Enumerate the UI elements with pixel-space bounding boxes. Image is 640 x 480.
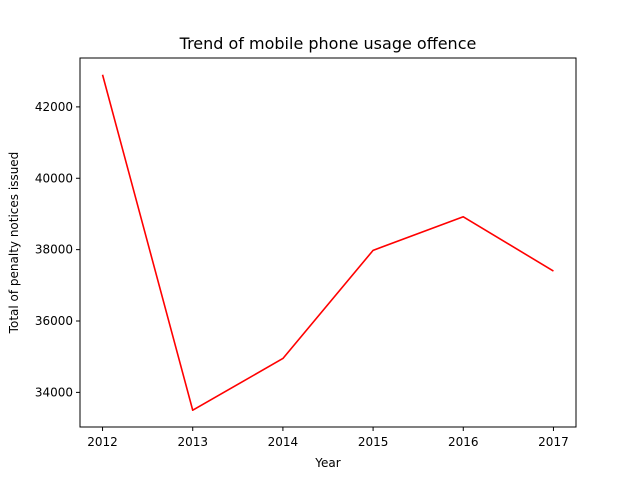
y-tick-label: 36000 — [35, 314, 73, 328]
x-axis-ticks: 2012 2013 2014 2015 2016 2017 — [87, 427, 569, 449]
plot-area-frame — [79, 57, 577, 428]
y-axis-label: Total of penalty notices issued — [7, 152, 21, 335]
series-line — [101, 74, 554, 412]
y-tick-label: 34000 — [35, 385, 73, 399]
x-tick-label: 2014 — [268, 435, 299, 449]
series-lines — [101, 74, 554, 412]
y-axis-ticks: 34000 36000 38000 40000 42000 — [35, 100, 80, 399]
x-tick-label: 2013 — [177, 435, 208, 449]
x-tick-label: 2017 — [538, 435, 569, 449]
y-tick-label: 40000 — [35, 171, 73, 185]
x-tick-label: 2012 — [87, 435, 118, 449]
y-tick-label: 42000 — [35, 100, 73, 114]
x-tick-label: 2015 — [358, 435, 389, 449]
x-tick-label: 2016 — [448, 435, 479, 449]
x-axis-label: Year — [314, 456, 340, 470]
y-tick-label: 38000 — [35, 243, 73, 257]
chart-title: Trend of mobile phone usage offence — [179, 34, 477, 53]
